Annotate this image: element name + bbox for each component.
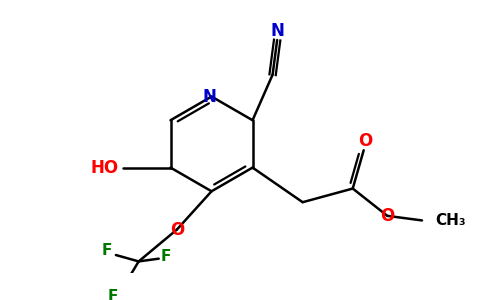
Text: N: N: [203, 88, 217, 106]
Text: O: O: [170, 220, 184, 238]
Text: F: F: [108, 289, 119, 300]
Text: O: O: [380, 207, 394, 225]
Text: F: F: [102, 243, 112, 258]
Text: O: O: [358, 132, 373, 150]
Text: N: N: [270, 22, 284, 40]
Text: CH₃: CH₃: [436, 213, 466, 228]
Text: F: F: [161, 249, 171, 264]
Text: HO: HO: [91, 159, 119, 177]
